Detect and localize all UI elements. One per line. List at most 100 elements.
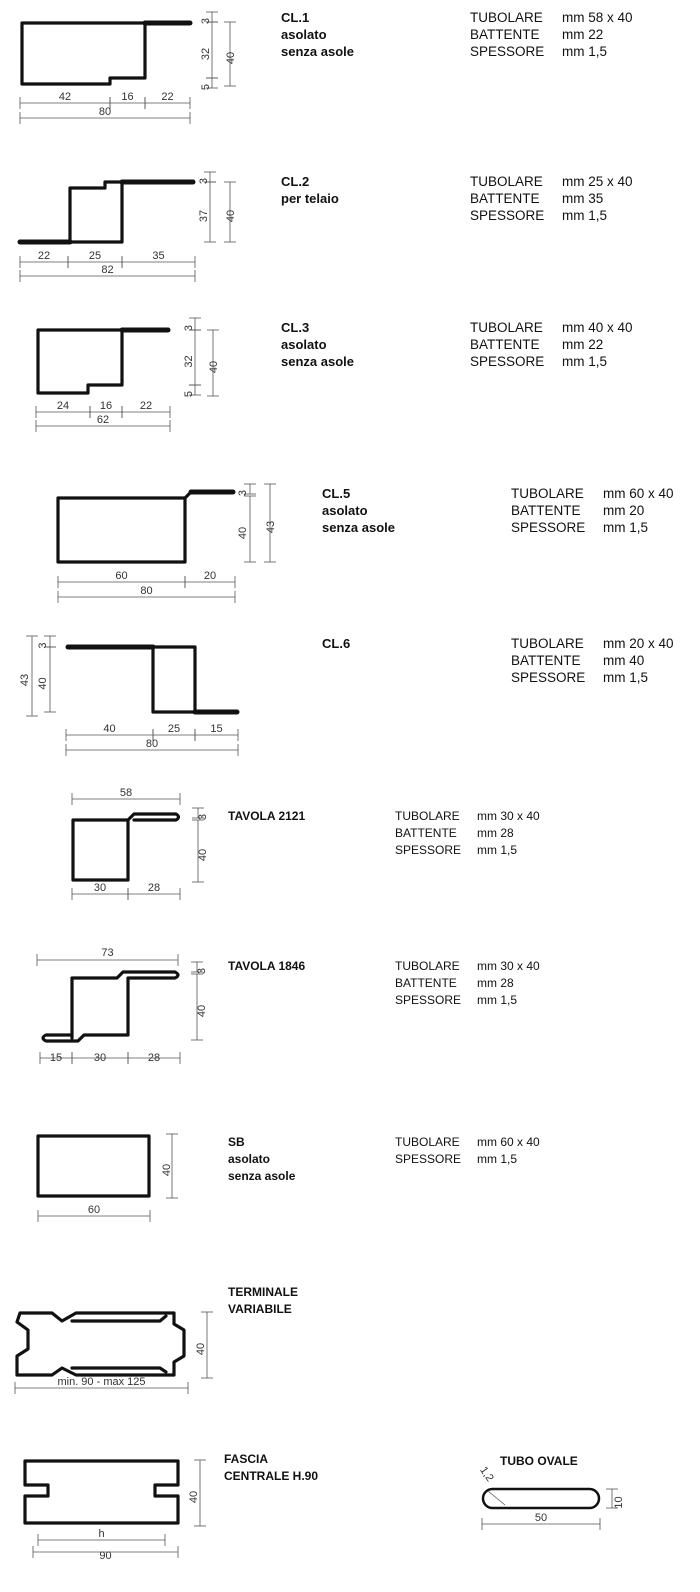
profile-cl-2-title-block: CL.2 per telaio (281, 173, 339, 207)
dimension-label: 42 (59, 91, 71, 103)
dimension-label: 80 (146, 738, 158, 750)
profile-description: VARIABILE (228, 1302, 292, 1316)
profile-tubo-ovale-shape (481, 1487, 601, 1510)
dimension-label: 3 (183, 325, 195, 331)
profile-sb-title-block: SB asolato senza asole (228, 1134, 295, 1185)
profile-tavola-1846-shape (41, 970, 180, 1043)
spec-value: mm 28 (477, 976, 514, 990)
dimension-label: 10 (613, 1496, 625, 1508)
spec-value: mm 35 (562, 191, 604, 206)
profile-cl2-shape (17, 179, 196, 245)
dimension-label: min. 90 - max 125 (57, 1376, 145, 1388)
profile-cl-3-title-block: CL.3 asolato senza asole (281, 319, 354, 370)
profile-tubo-ovale-title-block: TUBO OVALE (500, 1453, 578, 1470)
dimension-label: 40 (161, 1164, 173, 1176)
spec-label: SPESSORE (470, 354, 545, 369)
profile-description: asolato (281, 27, 327, 42)
dimension-label: 3 (196, 968, 208, 974)
profile-description: senza asole (228, 1169, 296, 1183)
spec-label: BATTENTE (470, 191, 540, 206)
profile-cl6-shape (65, 644, 240, 715)
spec-label: BATTENTE (470, 337, 540, 352)
dimension-label: 28 (148, 882, 160, 894)
dimension-label: 40 (208, 361, 220, 373)
dimension-label: 43 (265, 521, 277, 533)
dimension-label: 16 (100, 400, 112, 412)
spec-value: mm 40 x 40 (562, 320, 633, 335)
dimension-label: 3 (197, 814, 209, 820)
dimension-label: 22 (140, 400, 152, 412)
spec-value: mm 1,5 (562, 354, 608, 369)
dimension-label: 40 (196, 1005, 208, 1017)
spec-value: mm 22 (562, 27, 604, 42)
dimension-label: 28 (148, 1052, 160, 1064)
dimension-label: 37 (198, 210, 210, 222)
dimension-label: 16 (121, 91, 133, 103)
spec-label: TUBOLARE (395, 1135, 460, 1149)
dimension-label: 80 (140, 585, 152, 597)
dimension-label: 25 (89, 250, 101, 262)
spec-label: TUBOLARE (395, 809, 460, 823)
spec-label: TUBOLARE (470, 10, 543, 25)
spec-label: SPESSORE (511, 670, 586, 685)
dimension-label: 30 (94, 882, 106, 894)
profile-terminale-shape (15, 1311, 186, 1377)
dimension-label: 15 (50, 1052, 62, 1064)
profile-name: TAVOLA 2121 (228, 809, 306, 823)
dimension-label: 43 (19, 674, 31, 686)
spec-label: BATTENTE (470, 27, 540, 42)
spec-value: mm 1,5 (477, 993, 518, 1007)
dimension-label: 82 (101, 264, 113, 276)
spec-label: BATTENTE (511, 503, 581, 518)
profile-cl-1-title-block: CL.1 asolato senza asole (281, 9, 354, 60)
spec-value: mm 28 (477, 826, 514, 840)
dimension-label: 22 (38, 250, 50, 262)
profile-description: senza asole (281, 44, 354, 59)
dimension-label: 32 (183, 355, 195, 367)
dimension-label: 32 (200, 48, 212, 60)
dimension-label: 80 (99, 106, 111, 118)
profile-cl1-shape (20, 20, 193, 86)
spec-value: mm 58 x 40 (562, 10, 633, 25)
profile-fascia-shape (23, 1459, 180, 1525)
spec-label: TUBOLARE (470, 174, 543, 189)
profile-terminale-title-block: TERMINALE VARIABILE (228, 1284, 298, 1318)
spec-value: mm 30 x 40 (477, 809, 540, 823)
profile-fascia-title-block: FASCIA CENTRALE H.90 (224, 1451, 318, 1485)
profile-name: TAVOLA 1846 (228, 959, 306, 973)
dimension-label: 15 (210, 723, 222, 735)
profile-description: senza asole (322, 520, 395, 535)
spec-value: mm 22 (562, 337, 604, 352)
spec-label: SPESSORE (395, 993, 462, 1007)
dimension-label: 20 (204, 570, 216, 582)
dimension-label: 60 (115, 570, 127, 582)
profile-name: CL.5 (322, 486, 351, 501)
dimension-label: 50 (535, 1512, 547, 1524)
dimension-label: 25 (168, 723, 180, 735)
dimension-label: 5 (200, 84, 212, 90)
profile-description: asolato (281, 337, 327, 352)
dimension-label: 40 (37, 677, 49, 689)
spec-value: mm 25 x 40 (562, 174, 633, 189)
profile-name: TERMINALE (228, 1285, 298, 1299)
dimension-label: 35 (152, 250, 164, 262)
dimension-label: 30 (94, 1052, 106, 1064)
profile-description: per telaio (281, 191, 339, 206)
profile-sb-shape (36, 1134, 151, 1198)
spec-label: TUBOLARE (511, 486, 584, 501)
spec-value: mm 20 x 40 (603, 636, 674, 651)
spec-value: mm 30 x 40 (477, 959, 540, 973)
dimension-label: 62 (97, 414, 109, 426)
dimension-label: 40 (195, 1343, 207, 1355)
profile-cl-6-title-block: CL.6 (322, 635, 350, 652)
dimension-label: 73 (101, 947, 113, 959)
spec-value: mm 1,5 (562, 208, 608, 223)
profile-tavola-2121-title-block: TAVOLA 2121 (228, 808, 305, 825)
dimension-label: h (98, 1528, 104, 1540)
dimension-label: 22 (161, 91, 173, 103)
spec-label: SPESSORE (470, 208, 545, 223)
profile-tavola-1846-title-block: TAVOLA 1846 (228, 958, 305, 975)
spec-value: mm 1,5 (562, 44, 608, 59)
profile-description: asolato (228, 1152, 271, 1166)
